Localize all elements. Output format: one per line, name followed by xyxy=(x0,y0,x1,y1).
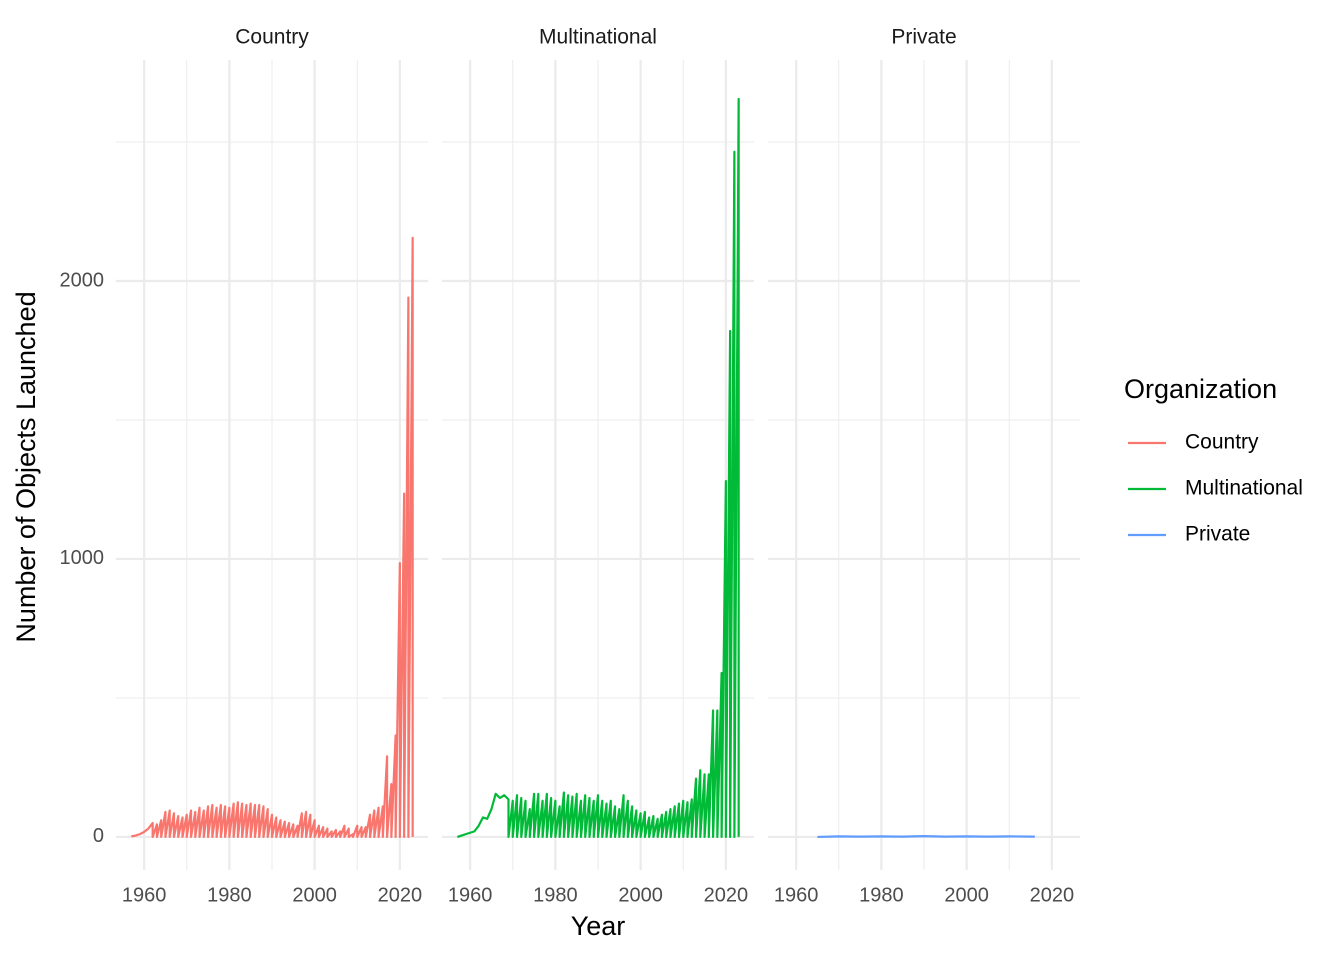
x-tick-label: 2020 xyxy=(704,884,749,906)
x-tick-label: 2000 xyxy=(292,884,337,906)
y-axis-title: Number of Objects Launched xyxy=(11,291,41,642)
x-axis-title: Year xyxy=(571,911,626,941)
x-tick-label: 1960 xyxy=(448,884,493,906)
strip-title: Private xyxy=(891,26,956,49)
legend-label: Country xyxy=(1185,431,1259,454)
strip-title: Multinational xyxy=(539,26,657,49)
legend-title: Organization xyxy=(1124,374,1277,404)
x-tick-label: 1960 xyxy=(774,884,819,906)
x-tick-label: 2000 xyxy=(618,884,663,906)
x-tick-label: 1960 xyxy=(122,884,167,906)
legend-label: Multinational xyxy=(1185,477,1303,500)
strip-title: Country xyxy=(235,26,309,49)
x-tick-label: 1980 xyxy=(533,884,578,906)
y-tick-label: 0 xyxy=(93,825,104,847)
x-tick-label: 1980 xyxy=(859,884,904,906)
y-tick-label: 1000 xyxy=(60,547,105,569)
x-tick-label: 2020 xyxy=(378,884,423,906)
x-tick-label: 1980 xyxy=(207,884,252,906)
y-tick-label: 2000 xyxy=(60,269,105,291)
x-tick-label: 2000 xyxy=(944,884,989,906)
legend-label: Private xyxy=(1185,523,1250,546)
x-tick-label: 2020 xyxy=(1030,884,1075,906)
series-line xyxy=(817,834,1035,839)
series-line xyxy=(456,97,740,839)
series-line xyxy=(131,236,414,839)
